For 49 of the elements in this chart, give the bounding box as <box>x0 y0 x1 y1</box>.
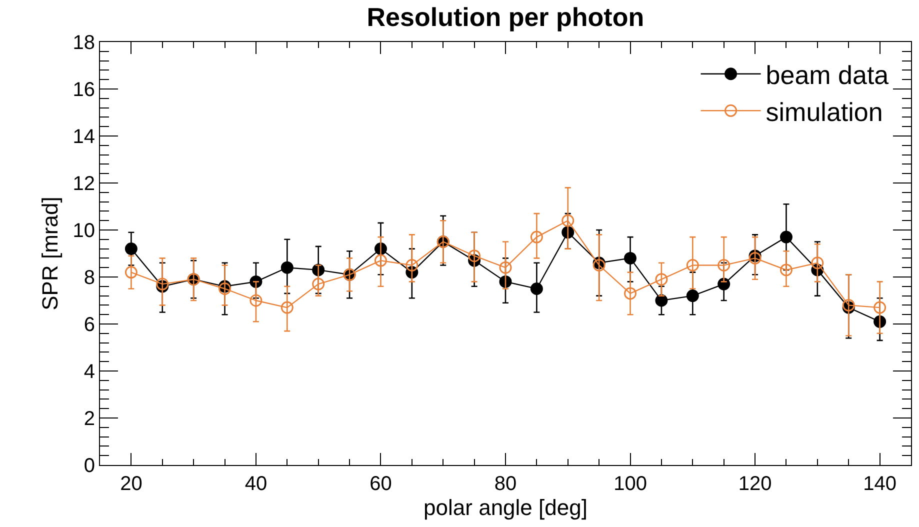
point <box>624 287 637 300</box>
x-tick-label: 20 <box>120 473 142 495</box>
point <box>250 294 262 307</box>
x-tick-label: 80 <box>494 473 517 495</box>
point <box>780 264 792 276</box>
point <box>842 298 855 312</box>
point <box>655 294 668 307</box>
point <box>499 261 512 274</box>
x-tick-label: 60 <box>370 473 392 495</box>
point <box>124 242 138 256</box>
legend-label: simulation <box>766 96 883 127</box>
y-axis-title: SPR [mrad] <box>38 196 63 310</box>
point <box>280 301 294 314</box>
point <box>124 266 138 279</box>
y-tick-label: 18 <box>72 32 95 54</box>
point <box>468 250 481 262</box>
point <box>530 282 543 295</box>
point <box>686 290 699 302</box>
legend-label: beam data <box>766 60 890 90</box>
point <box>718 259 730 272</box>
point <box>406 259 418 272</box>
point <box>280 261 294 274</box>
point <box>624 252 637 264</box>
point <box>218 282 232 295</box>
x-axis-title: polar angle [deg] <box>424 495 588 520</box>
point <box>312 278 325 290</box>
point <box>874 301 886 314</box>
point <box>156 278 169 290</box>
point <box>686 259 699 272</box>
y-tick-label: 0 <box>84 455 95 477</box>
y-tick-label: 12 <box>72 173 95 195</box>
x-tick-label: 140 <box>863 473 896 495</box>
y-tick-label: 10 <box>72 220 95 242</box>
point <box>592 259 606 272</box>
point <box>374 254 387 267</box>
x-tick-label: 100 <box>614 473 647 495</box>
point <box>811 256 824 270</box>
y-tick-label: 8 <box>84 267 95 289</box>
y-tick-label: 14 <box>72 126 95 148</box>
chart-title: Resolution per photon <box>366 2 644 32</box>
point <box>530 230 543 244</box>
y-tick-label: 2 <box>84 408 95 430</box>
y-tick-label: 6 <box>84 314 95 336</box>
point <box>780 230 792 244</box>
point <box>655 273 668 286</box>
y-tick-label: 4 <box>84 361 95 383</box>
x-tick-label: 40 <box>244 473 268 495</box>
y-tick-label: 16 <box>72 79 95 101</box>
x-tick-label: 120 <box>738 473 772 495</box>
